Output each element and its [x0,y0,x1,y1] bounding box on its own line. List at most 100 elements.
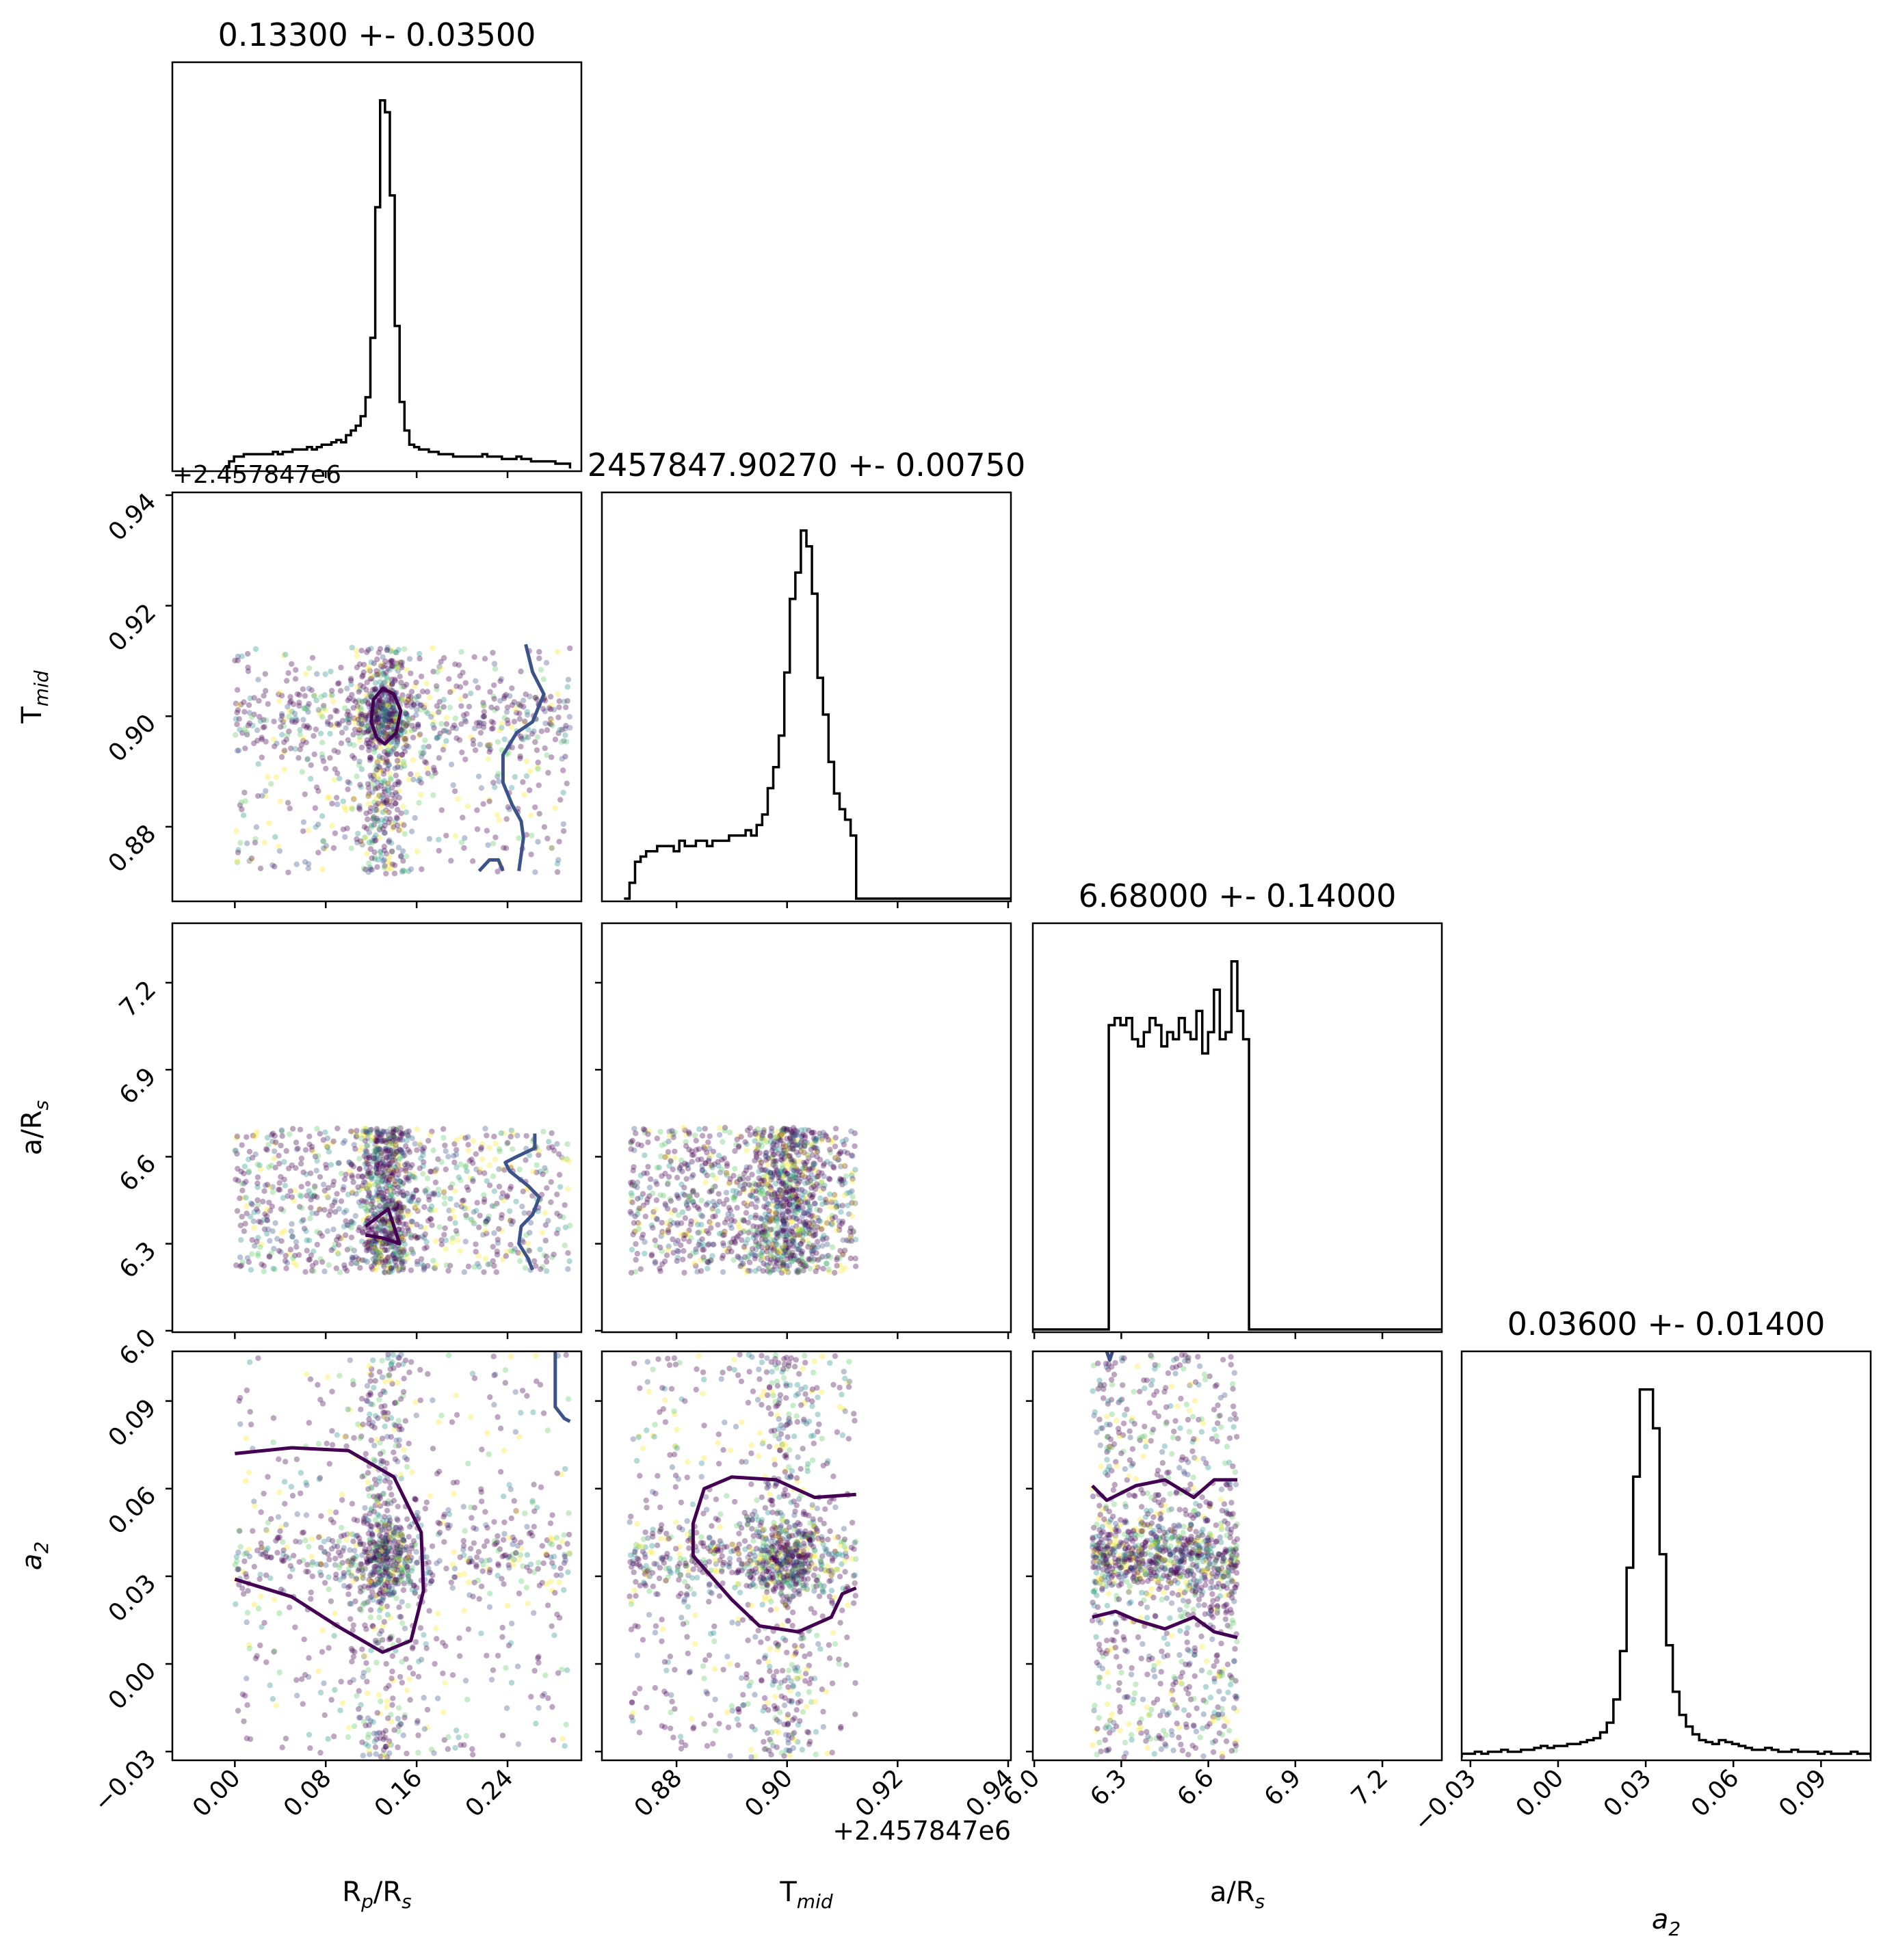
scatter-point [381,705,388,712]
scatter-point [395,1137,401,1143]
scatter-point [390,1243,396,1249]
scatter-point [778,1257,785,1263]
scatter-point [632,1269,639,1275]
scatter-point [773,1158,780,1165]
scatter-point [539,1580,545,1586]
scatter-point [474,826,481,832]
scatter-point [501,1447,508,1454]
scatter-point [382,730,389,737]
scatter-point [368,1593,375,1600]
scatter-point [781,1155,787,1162]
scatter-point [771,1134,777,1140]
scatter-point [401,760,407,767]
scatter-point [800,1195,806,1202]
scatter-point [719,1230,725,1236]
scatter-point [814,1174,820,1180]
scatter-point [755,1142,762,1148]
scatter-point [630,1167,636,1174]
scatter-point [378,663,384,670]
scatter-point [670,1220,676,1226]
scatter-point [516,1434,523,1440]
scatter-point [454,1237,461,1243]
scatter-point [380,1190,386,1197]
scatter-point [828,1199,835,1206]
scatter-point [770,1254,777,1260]
scatter-point [787,1141,793,1147]
panel-tmid-rp: 0.880.900.920.94 [103,488,583,908]
scatter-point [363,723,369,730]
scatter-point [462,835,468,841]
scatter-point [484,827,490,834]
scatter-point [373,1640,380,1646]
scatter-point [293,1165,299,1171]
scatter-point [380,700,386,706]
scatter-point [282,1228,288,1234]
scatter-point [693,1147,700,1153]
scatter-point [806,1155,812,1161]
scatter-point [382,1218,388,1225]
scatter-point [830,1163,837,1170]
scatter-point [499,1194,505,1201]
scatter-point [766,1219,773,1225]
scatter-point [807,1208,813,1214]
scatter-point [501,715,508,721]
scatter-point [832,1143,839,1150]
scatter-point [330,1138,337,1145]
scatter-point [347,780,353,786]
scatter-point [789,1138,795,1145]
scatter-point [368,1437,374,1444]
scatter-point [261,840,267,846]
scatter-point [815,1244,821,1250]
scatter-point [315,1441,322,1447]
scatter-point [369,1531,376,1537]
scatter-point [545,769,551,776]
scatter-point [639,1234,645,1241]
scatter-point [793,1168,800,1174]
scatter-point [385,787,391,794]
scatter-point [483,1522,489,1528]
scatter-point [765,1155,772,1161]
scatter-point [501,1130,507,1137]
scatter-point [358,784,364,791]
scatter-point [251,1133,258,1140]
scatter-point [404,1567,411,1573]
scatter-point [368,737,374,743]
scatter-point [335,1251,341,1257]
scatter-point [360,712,367,718]
scatter-point [780,1219,787,1226]
scatter-point [367,846,374,852]
scatter-point [378,1160,384,1167]
scatter-point [393,1142,399,1148]
scatter-point [376,1130,382,1137]
scatter-point [820,1265,826,1272]
scatter-point [382,749,388,755]
scatter-point [398,853,404,859]
scatter-point [798,1226,804,1232]
scatter-point [376,792,382,798]
scatter-point [523,758,530,765]
scatter-point [790,1135,796,1141]
scatter-point [373,837,379,844]
scatter-point [516,1590,523,1597]
scatter-point [793,1256,800,1263]
scatter-point [380,1241,386,1247]
scatter-point [238,702,244,708]
scatter-point [839,1220,845,1227]
scatter-point [265,1554,271,1560]
scatter-point [352,1556,358,1562]
scatter-point [330,1245,337,1252]
scatter-point [756,1243,762,1249]
scatter-point [264,1182,271,1188]
scatter-point [255,1202,261,1208]
scatter-point [367,1557,373,1563]
scatter-point [384,797,390,804]
scatter-point [755,1243,761,1249]
scatter-point [460,815,466,821]
scatter-point [523,733,529,740]
scatter-point [373,1245,379,1252]
scatter-point [810,1223,817,1230]
scatter-point [387,715,393,721]
scatter-point [381,780,388,786]
scatter-point [329,822,335,829]
scatter-point [373,1148,380,1154]
